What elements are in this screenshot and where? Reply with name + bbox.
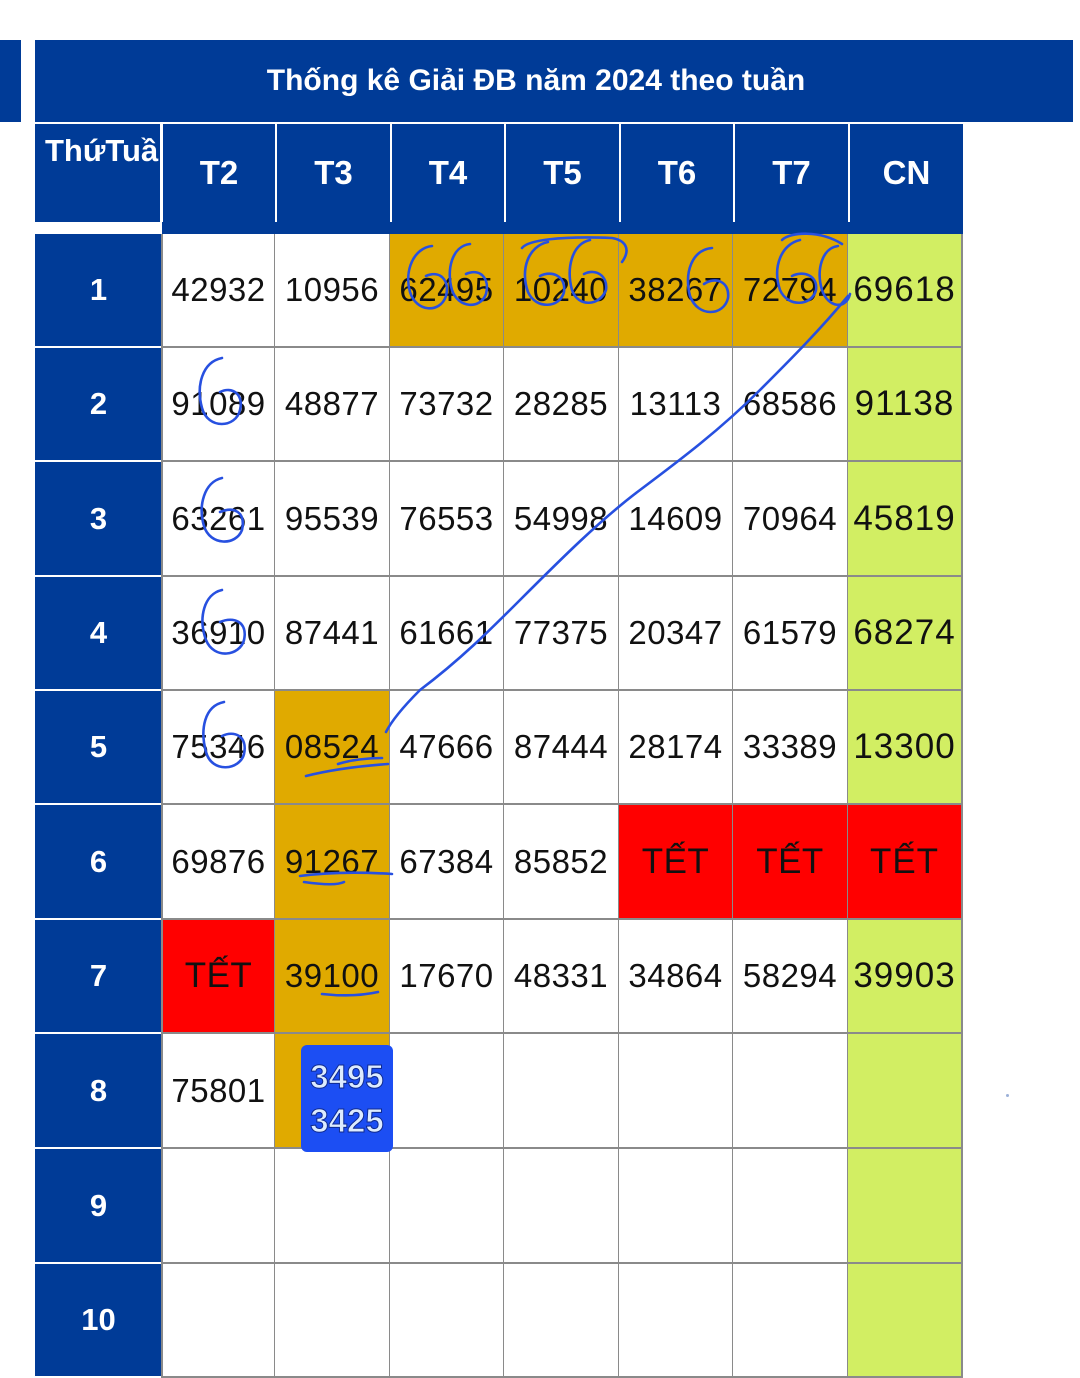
header-day-t6: T6 bbox=[621, 124, 733, 222]
tet-holiday-cell: TẾT bbox=[619, 805, 734, 920]
result-cell: 75801 bbox=[161, 1034, 276, 1149]
result-cell: 20347 bbox=[619, 577, 734, 691]
header-gap bbox=[35, 222, 162, 234]
result-cell: 42932 bbox=[161, 234, 276, 348]
result-cell: 73732 bbox=[390, 348, 505, 462]
result-cell: 48331 bbox=[504, 920, 620, 1034]
tet-holiday-cell: TẾT bbox=[848, 805, 963, 920]
week-label-7: 7 bbox=[35, 920, 162, 1032]
result-cell bbox=[619, 1264, 734, 1378]
result-cell: 77375 bbox=[504, 577, 620, 691]
header-divider bbox=[161, 222, 963, 234]
header-corner-thu: Thứ bbox=[45, 133, 106, 168]
header-day-t7: T7 bbox=[735, 124, 848, 222]
result-cell: 62495 bbox=[390, 234, 505, 348]
result-cell bbox=[504, 1149, 620, 1264]
result-cell bbox=[848, 1149, 963, 1264]
left-edge-panel bbox=[0, 40, 21, 122]
result-cell bbox=[619, 1034, 734, 1149]
result-cell: 61661 bbox=[390, 577, 505, 691]
header-day-t2: T2 bbox=[163, 124, 275, 222]
result-cell bbox=[504, 1034, 620, 1149]
stray-dot bbox=[1006, 1094, 1009, 1097]
week-label-8: 8 bbox=[35, 1034, 162, 1147]
result-cell: 47666 bbox=[390, 691, 505, 805]
result-cell bbox=[848, 1264, 963, 1378]
result-cell: 76553 bbox=[390, 462, 505, 577]
week-label-1: 1 bbox=[35, 234, 162, 346]
result-cell bbox=[275, 1149, 391, 1264]
result-cell: 67384 bbox=[390, 805, 505, 920]
week-label-10: 10 bbox=[35, 1264, 162, 1376]
result-cell: 91267 bbox=[275, 805, 391, 920]
header-corner-label: Thứ Tuần bbox=[35, 124, 177, 222]
result-cell: 13300 bbox=[848, 691, 963, 805]
result-cell: 63261 bbox=[161, 462, 276, 577]
result-cell: 10240 bbox=[504, 234, 620, 348]
week-label-5: 5 bbox=[35, 691, 162, 803]
table-title: Thống kê Giải ĐB năm 2024 theo tuần bbox=[35, 40, 1073, 122]
result-cell: 13113 bbox=[619, 348, 734, 462]
result-cell: 10956 bbox=[275, 234, 391, 348]
result-cell bbox=[733, 1149, 849, 1264]
badge-line-2: 3425 bbox=[310, 1101, 384, 1139]
result-cell bbox=[390, 1264, 505, 1378]
result-cell bbox=[504, 1264, 620, 1378]
result-cell: 33389 bbox=[733, 691, 849, 805]
result-cell: 85852 bbox=[504, 805, 620, 920]
result-cell: 28285 bbox=[504, 348, 620, 462]
header-day-t5: T5 bbox=[506, 124, 619, 222]
week-label-9: 9 bbox=[35, 1149, 162, 1262]
result-cell: 54998 bbox=[504, 462, 620, 577]
result-cell bbox=[390, 1149, 505, 1264]
result-cell: 69876 bbox=[161, 805, 276, 920]
result-cell: 14609 bbox=[619, 462, 734, 577]
result-cell: 61579 bbox=[733, 577, 849, 691]
result-cell: 87441 bbox=[275, 577, 391, 691]
result-cell bbox=[848, 1034, 963, 1149]
header-day-t3: T3 bbox=[277, 124, 390, 222]
result-cell: 58294 bbox=[733, 920, 849, 1034]
result-cell bbox=[161, 1264, 276, 1378]
badge-line-1: 3495 bbox=[310, 1057, 384, 1095]
result-cell bbox=[733, 1264, 849, 1378]
tet-holiday-cell: TẾT bbox=[733, 805, 849, 920]
result-cell: 39903 bbox=[848, 920, 963, 1034]
result-cell: 45819 bbox=[848, 462, 963, 577]
week-label-6: 6 bbox=[35, 805, 162, 918]
header-day-t4: T4 bbox=[392, 124, 504, 222]
result-cell: 68586 bbox=[733, 348, 849, 462]
result-cell bbox=[161, 1149, 276, 1264]
result-cell: 70964 bbox=[733, 462, 849, 577]
header-day-cn: CN bbox=[850, 124, 963, 222]
result-cell: 48877 bbox=[275, 348, 391, 462]
result-cell bbox=[619, 1149, 734, 1264]
result-cell: 72794 bbox=[733, 234, 849, 348]
result-cell: 69618 bbox=[848, 234, 963, 348]
result-cell: 34864 bbox=[619, 920, 734, 1034]
result-cell: 39100 bbox=[275, 920, 391, 1034]
result-cell: 36910 bbox=[161, 577, 276, 691]
result-cell: 17670 bbox=[390, 920, 505, 1034]
result-cell: 95539 bbox=[275, 462, 391, 577]
result-cell: 38267 bbox=[619, 234, 734, 348]
week-label-2: 2 bbox=[35, 348, 162, 460]
prediction-badge: 3495 3425 bbox=[301, 1045, 393, 1152]
result-cell: 91138 bbox=[848, 348, 963, 462]
result-cell: 28174 bbox=[619, 691, 734, 805]
result-cell bbox=[275, 1264, 391, 1378]
result-cell: 91089 bbox=[161, 348, 276, 462]
week-label-4: 4 bbox=[35, 577, 162, 689]
result-cell: 87444 bbox=[504, 691, 620, 805]
result-cell bbox=[390, 1034, 505, 1149]
result-cell bbox=[733, 1034, 849, 1149]
result-cell: 08524 bbox=[275, 691, 391, 805]
tet-holiday-cell: TẾT bbox=[161, 920, 276, 1034]
result-cell: 75346 bbox=[161, 691, 276, 805]
week-label-3: 3 bbox=[35, 462, 162, 575]
result-cell: 68274 bbox=[848, 577, 963, 691]
